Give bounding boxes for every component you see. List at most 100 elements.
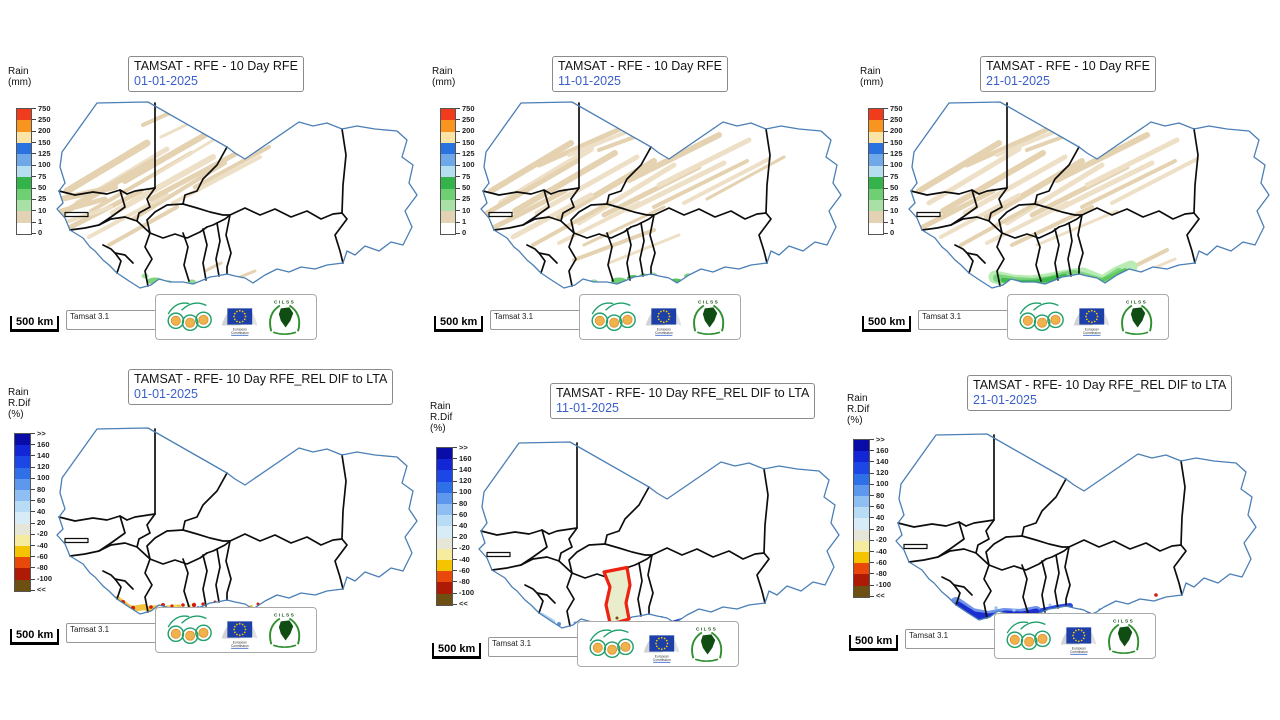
logos-box: European Commission CILSS: [155, 607, 317, 653]
legend-tick-label: 80: [459, 498, 468, 508]
legend-tick-label: 0: [462, 228, 467, 238]
svg-text:European: European: [655, 654, 669, 658]
svg-text:European: European: [657, 327, 671, 331]
legend-color-segment: [15, 456, 30, 468]
legend-tick: [453, 592, 457, 594]
legend-tick: [870, 495, 874, 496]
legend-color-segment: [15, 534, 30, 546]
logos-box: European Commission CILSS: [155, 294, 317, 340]
agrhymet-logo-icon: [167, 615, 212, 645]
legend-color-segment: [15, 579, 30, 591]
legend-tick: [456, 210, 460, 212]
legend-tick-label: 10: [38, 205, 47, 215]
legend-tick: [31, 500, 35, 502]
cilss-logo-icon: CILSS: [269, 613, 301, 648]
legend-title: Rain R.Dif (%): [8, 387, 30, 420]
legend-tick-label: 40: [37, 506, 46, 516]
agrhymet-logo-icon: [167, 302, 212, 332]
legend-color-bar: [440, 108, 456, 235]
cilss-logo-icon: CILSS: [1108, 619, 1140, 654]
region-coastline: [895, 433, 1257, 621]
legend-color-segment: [17, 177, 31, 189]
legend-tick-label: -60: [459, 565, 470, 575]
cilss-logo-icon: CILSS: [1121, 300, 1153, 335]
legend-tick-label: 60: [37, 495, 46, 505]
legend-tick-label: 750: [890, 103, 903, 113]
legend-tick: [870, 528, 874, 530]
legend-tick-label: -100: [459, 588, 475, 598]
legend-tick-label: 125: [890, 148, 903, 158]
legend-tick: [870, 584, 874, 586]
legend-color-segment: [441, 120, 455, 132]
region-coastline: [478, 441, 840, 629]
legend-color-segment: [15, 523, 30, 535]
legend-tick: [870, 539, 874, 541]
land-area: [479, 442, 839, 628]
panel-date: 11-01-2025: [556, 401, 620, 415]
panel-title: TAMSAT - RFE- 10 Day RFE_REL DIF to LTA: [134, 372, 388, 386]
legend-tick-label: 20: [876, 524, 885, 534]
legend-color-segment: [17, 120, 31, 132]
legend-title-line: Rain: [430, 401, 451, 412]
region-coastline: [56, 101, 418, 289]
logos-svg: European Commission CILSS: [1019, 300, 1153, 336]
land-area: [57, 102, 417, 288]
legend-color-bar: [853, 439, 870, 598]
svg-text:Commission: Commission: [231, 644, 249, 648]
panel-date: 21-01-2025: [973, 393, 1037, 407]
legend-tick: [31, 433, 35, 434]
legend-tick: [456, 108, 460, 109]
legend-tick-label: 250: [462, 114, 475, 124]
legend-tick-label: 80: [37, 484, 46, 494]
legend-tick: [456, 130, 460, 132]
region-coastline: [56, 427, 418, 615]
legend-tick-label: -100: [37, 574, 53, 584]
scale-bar: 500 km: [10, 629, 60, 645]
legend-tick-label: -80: [459, 576, 470, 586]
country-borders: [58, 428, 348, 613]
legend-color-segment: [437, 537, 452, 549]
logos-box: European Commission CILSS: [994, 613, 1156, 659]
legend-tick: [31, 556, 35, 558]
legend-color-segment: [441, 199, 455, 212]
legend-tick: [453, 570, 457, 572]
legend-tick-label: 60: [876, 501, 885, 511]
legend-color-segment: [17, 131, 31, 144]
legend-tick-label: 20: [459, 532, 468, 542]
svg-text:European: European: [233, 640, 247, 644]
legend-tick-label: 140: [459, 464, 472, 474]
highlight-overlay: [602, 565, 632, 625]
svg-text:CILSS: CILSS: [274, 300, 295, 306]
legend-tick: [456, 232, 460, 234]
west-africa-map: [908, 101, 1270, 289]
map-panel-top-middle: Rain (mm) TAMSAT - RFE - 10 Day RFE 11-01…: [424, 0, 846, 352]
legend-title: Rain R.Dif (%): [847, 393, 869, 426]
legend-tick: [456, 198, 460, 200]
legend-tick-label: -100: [876, 580, 892, 590]
logos-svg: European Commission CILSS: [591, 300, 725, 336]
source-version-box: Tamsat 3.1: [488, 637, 593, 657]
eu-commission-logo-icon: European Commission: [1073, 308, 1109, 336]
legend-color-segment: [17, 199, 31, 212]
legend-tick-label: -80: [876, 568, 887, 578]
legend-tick-label: >>: [37, 428, 46, 438]
panel-title-box: TAMSAT - RFE- 10 Day RFE_REL DIF to LTA …: [550, 383, 816, 419]
eu-commission-logo-icon: European Commission: [221, 308, 257, 336]
logos-svg: European Commission CILSS: [167, 300, 301, 336]
legend-tick: [31, 444, 35, 446]
svg-text:European: European: [233, 327, 247, 331]
legend-color-segment: [17, 188, 31, 200]
legend-color-segment: [854, 462, 869, 474]
legend-color-segment: [17, 154, 31, 166]
legend-tick-label: >>: [876, 434, 885, 444]
svg-text:Commission: Commission: [1083, 331, 1101, 335]
panel-title: TAMSAT - RFE- 10 Day RFE_REL DIF to LTA: [973, 378, 1227, 392]
legend-tick-label: 100: [876, 479, 889, 489]
legend-tick-label: 160: [876, 445, 889, 455]
legend-tick-label: 1: [462, 217, 467, 227]
legend-tick: [31, 477, 35, 479]
legend-title-line: (%): [8, 409, 24, 420]
legend-tick-label: 60: [459, 509, 468, 519]
logos-box: European Commission CILSS: [579, 294, 741, 340]
legend-color-bar: [16, 108, 32, 235]
